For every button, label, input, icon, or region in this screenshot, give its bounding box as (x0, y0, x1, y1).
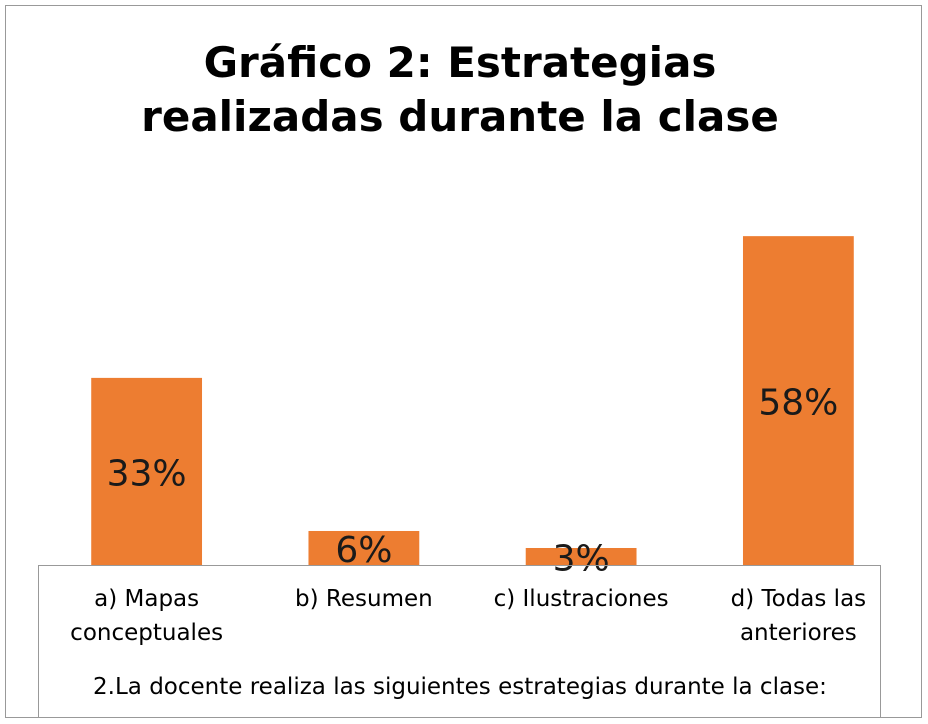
data-label: 33% (107, 453, 187, 494)
x-tick-label: b) Resumen (295, 586, 433, 612)
x-tick-label: d) Todas las anteriores (730, 586, 867, 646)
x-tick-label: c) Ilustraciones (493, 586, 669, 612)
data-label: 3% (553, 538, 610, 579)
chart-border (5, 5, 922, 718)
bar (742, 236, 854, 565)
axis-box (38, 565, 881, 718)
bar (525, 547, 637, 565)
x-tick-label: a) Mapas conceptuales (70, 586, 224, 646)
chart-title: Gráfico 2: Estrategias realizadas durant… (141, 38, 779, 141)
bar (91, 377, 203, 565)
bar (308, 530, 420, 565)
x-axis-label: 2.La docente realiza las siguientes estr… (93, 674, 827, 700)
data-label: 6% (335, 530, 392, 571)
data-label: 58% (758, 383, 838, 424)
